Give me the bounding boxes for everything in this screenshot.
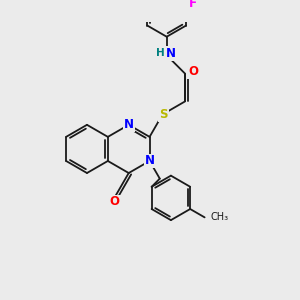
Text: O: O xyxy=(110,196,120,208)
Text: S: S xyxy=(159,108,168,121)
Text: F: F xyxy=(189,0,197,10)
Text: N: N xyxy=(166,47,176,60)
Text: H: H xyxy=(156,48,165,59)
Text: O: O xyxy=(188,65,198,78)
Text: CH₃: CH₃ xyxy=(210,212,228,222)
Text: N: N xyxy=(145,154,154,167)
Text: N: N xyxy=(124,118,134,131)
